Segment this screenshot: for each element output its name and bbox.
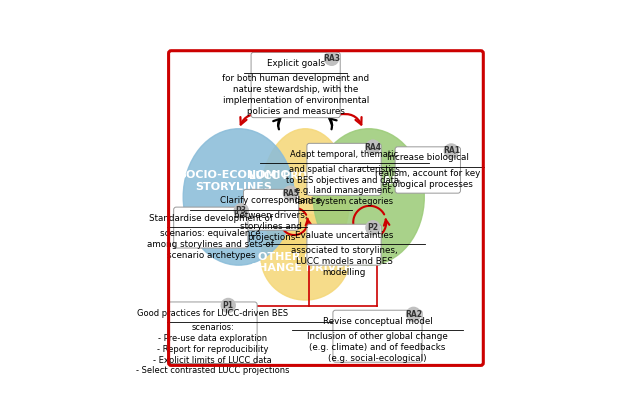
Text: Standardise development of: Standardise development of xyxy=(149,214,273,223)
FancyBboxPatch shape xyxy=(174,207,248,248)
Text: Increase biological: Increase biological xyxy=(387,154,469,162)
Text: LUCC PROJECTIONS: LUCC PROJECTIONS xyxy=(249,171,362,181)
Text: RA5: RA5 xyxy=(282,189,299,198)
Ellipse shape xyxy=(261,129,350,265)
Text: P1: P1 xyxy=(223,301,234,310)
Text: and spatial characteristics
to BES objectives and data,
e.g. land management,
la: and spatial characteristics to BES objec… xyxy=(286,165,402,206)
Ellipse shape xyxy=(261,214,350,300)
Circle shape xyxy=(221,298,235,312)
Circle shape xyxy=(406,307,420,321)
FancyBboxPatch shape xyxy=(333,310,422,362)
Circle shape xyxy=(284,186,298,200)
Text: P2: P2 xyxy=(368,223,378,232)
Circle shape xyxy=(366,140,380,154)
Circle shape xyxy=(325,52,338,66)
Text: RA2: RA2 xyxy=(405,310,422,319)
Text: Good practices for LUCC-driven BES: Good practices for LUCC-driven BES xyxy=(137,309,288,318)
Text: Revise conceptual model: Revise conceptual model xyxy=(322,317,432,326)
Text: RA3: RA3 xyxy=(323,54,340,63)
Text: P3: P3 xyxy=(236,206,247,215)
Text: Evaluate uncertainties: Evaluate uncertainties xyxy=(295,231,393,240)
FancyBboxPatch shape xyxy=(395,147,460,193)
Text: associated to storylines,
LUCC models and BES
modelling: associated to storylines, LUCC models an… xyxy=(291,246,398,277)
Text: Inclusion of other global change
(e.g. climate) and of feedbacks
(e.g. social-ec: Inclusion of other global change (e.g. c… xyxy=(307,332,448,363)
Text: realism, account for key
ecological processes: realism, account for key ecological proc… xyxy=(375,169,480,189)
FancyBboxPatch shape xyxy=(251,52,340,118)
Ellipse shape xyxy=(183,129,294,265)
Text: for both human development and
nature stewardship, with the
implementation of en: for both human development and nature st… xyxy=(222,75,370,116)
Text: OTHER GLOBAL
CHANGE DRIVERS: OTHER GLOBAL CHANGE DRIVERS xyxy=(250,252,361,274)
Text: between drivers,
storylines and
projections: between drivers, storylines and projecti… xyxy=(234,211,308,242)
FancyBboxPatch shape xyxy=(307,224,381,265)
FancyBboxPatch shape xyxy=(168,302,257,363)
Text: RA4: RA4 xyxy=(364,143,382,152)
Text: Adapt temporal, thematic: Adapt temporal, thematic xyxy=(290,150,398,159)
Text: SOCIO-ECONOMIC
STORYLINES: SOCIO-ECONOMIC STORYLINES xyxy=(179,170,289,192)
Text: Clarify correspondance: Clarify correspondance xyxy=(221,196,322,205)
Circle shape xyxy=(234,204,248,218)
Text: Explicit goals: Explicit goals xyxy=(266,59,325,68)
Text: scenarios: equivalence
among storylines and sets of
scenario archetypes: scenarios: equivalence among storylines … xyxy=(148,229,274,260)
Text: scenarios:
- Pre-use data exploration
- Report for reproducibility
- Explicit li: scenarios: - Pre-use data exploration - … xyxy=(136,323,289,375)
Text: RA1: RA1 xyxy=(443,146,460,155)
Circle shape xyxy=(445,144,459,158)
Ellipse shape xyxy=(314,129,424,265)
Text: BES SCENARIOS: BES SCENARIOS xyxy=(322,176,422,186)
FancyBboxPatch shape xyxy=(244,190,299,230)
FancyBboxPatch shape xyxy=(307,143,381,195)
Circle shape xyxy=(366,221,380,235)
